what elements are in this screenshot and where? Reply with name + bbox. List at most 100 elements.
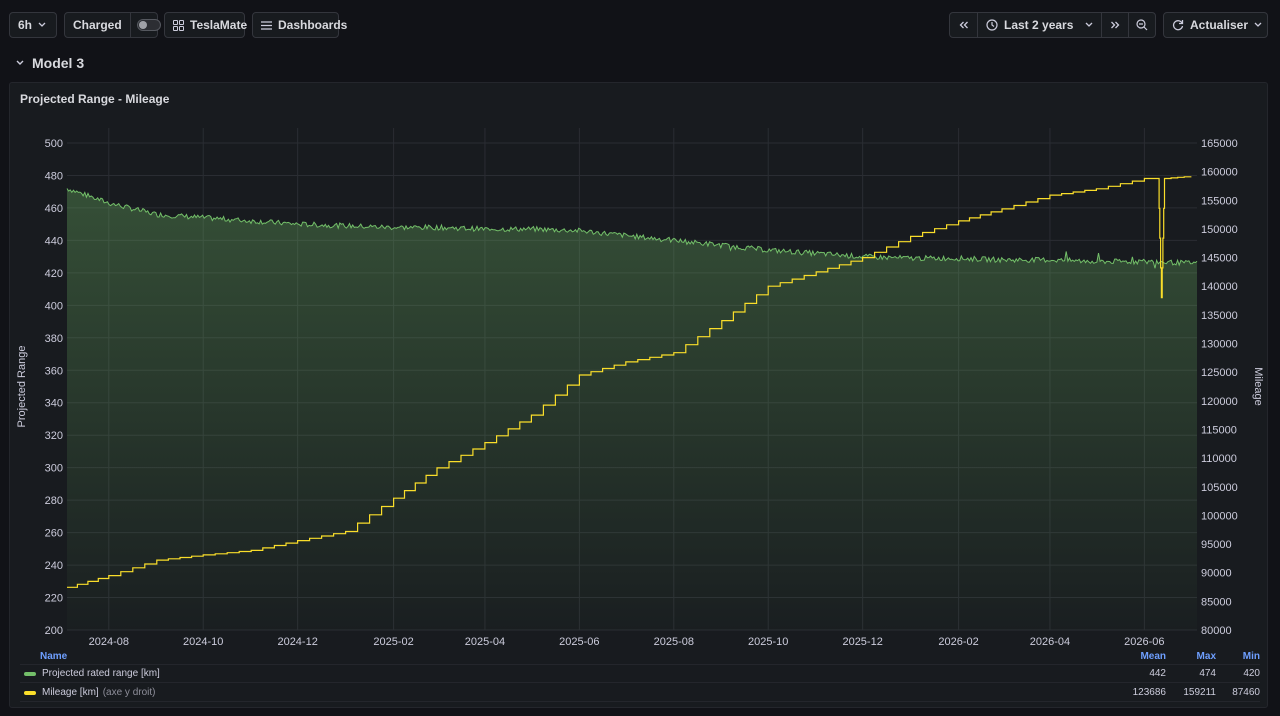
y2-tick-label: 115000 [1201,424,1237,436]
x-tick-label: 2025-12 [842,636,882,648]
y2-tick-label: 85000 [1201,596,1232,608]
teslamate-link-button[interactable]: TeslaMate [164,12,248,38]
shift-forward-button[interactable] [1101,13,1128,37]
menu-icon [261,20,272,30]
zoom-out-button[interactable] [1128,13,1155,37]
x-tick-label: 2026-06 [1124,636,1164,648]
chevron-down-icon [1254,22,1262,27]
charged-label: Charged [73,18,122,32]
y-tick-label: 320 [45,430,63,442]
legend-series-name: Projected rated range [km] [42,668,160,679]
y2-tick-label: 130000 [1201,339,1238,351]
y2-tick-label: 90000 [1201,568,1232,580]
y-tick-label: 200 [45,625,63,637]
x-tick-label: 2025-10 [748,636,788,648]
legend-swatch [24,671,36,676]
time-range-picker[interactable]: Last 2 years [977,13,1101,37]
legend-series-hint: (axe y droit) [102,687,156,698]
legend-max: 474 [1199,668,1216,679]
x-tick-label: 2024-12 [277,636,317,648]
charged-filter: Charged [64,12,161,38]
y-tick-label: 300 [45,463,63,475]
charged-toggle[interactable] [129,13,167,37]
chevron-down-icon [38,22,46,27]
mileage-series-line [67,176,1192,588]
y-tick-label: 280 [45,495,63,507]
double-chevron-left-icon [959,21,968,29]
y-tick-label: 240 [45,560,63,572]
y-tick-label: 220 [45,593,63,605]
x-tick-label: 2024-10 [183,636,223,648]
y-tick-label: 340 [45,398,63,410]
legend-header-max[interactable]: Max [1196,651,1216,662]
time-series-chart[interactable]: 200 220 240 260 280 300 320 340 360 380 400 420 440 4… [10,83,1269,649]
y-tick-label: 360 [45,365,63,377]
y2-tick-label: 155000 [1201,195,1238,207]
panel-title: Projected Range - Mileage [20,92,170,106]
toggle-switch[interactable] [136,19,161,31]
legend-mean: 442 [1149,668,1166,679]
y2-tick-label: 95000 [1201,539,1232,551]
y2-tick-label: 150000 [1201,224,1238,236]
y-axis-title: Projected Range [16,346,28,428]
x-tick-label: 2025-06 [559,636,599,648]
legend-header-mean[interactable]: Mean [1140,651,1166,662]
y2-tick-label: 80000 [1201,625,1232,637]
y-tick-label: 460 [45,203,63,215]
y2-tick-label: 105000 [1201,482,1238,494]
legend-header-name[interactable]: Name [40,651,68,662]
legend-header-min[interactable]: Min [1242,651,1260,662]
dashboards-label: Dashboards [278,18,348,32]
y-tick-label: 440 [45,235,63,247]
y2-tick-label: 140000 [1201,281,1238,293]
time-range-label: Last 2 years [1004,18,1074,32]
refresh-button[interactable]: Actualiser [1163,12,1268,38]
y2-tick-label: 125000 [1201,367,1238,379]
y2-tick-label: 145000 [1201,253,1238,265]
y-tick-label: 400 [45,300,63,312]
y2-tick-label: 160000 [1201,167,1238,179]
x-tick-label: 2025-08 [654,636,694,648]
zoom-out-icon [1136,19,1148,31]
row-header[interactable]: Model 3 [16,54,84,72]
x-tick-label: 2024-08 [89,636,129,648]
legend-max: 159211 [1183,687,1216,698]
y2-tick-label: 110000 [1201,453,1237,465]
y-tick-label: 480 [45,170,63,182]
row-title: Model 3 [32,55,85,71]
y2-tick-label: 100000 [1201,510,1238,522]
double-chevron-right-icon [1111,21,1120,29]
x-tick-label: 2025-04 [465,636,505,648]
y-tick-label: 260 [45,528,63,540]
interval-label: 6h [18,18,33,32]
y2-tick-label: 135000 [1201,310,1238,322]
x-tick-label: 2026-04 [1030,636,1070,648]
y-tick-label: 380 [45,333,63,345]
clock-icon [986,19,998,31]
refresh-label: Actualiser [1190,18,1249,32]
dashboards-button[interactable]: Dashboards [252,12,347,38]
time-range-controls: Last 2 years [949,12,1156,38]
shift-back-button[interactable] [950,13,977,37]
legend-series-name: Mileage [km] [42,687,99,698]
teslamate-label: TeslaMate [190,18,248,32]
x-tick-label: 2026-02 [938,636,978,648]
y2-tick-label: 165000 [1201,138,1238,150]
legend-row-range[interactable]: Projected rated range [km] 442 474 420 [20,665,1260,683]
interval-picker[interactable]: 6h [9,12,57,38]
legend-swatch [24,690,36,695]
legend-min: 420 [1243,668,1260,679]
x-tick-label: 2025-02 [373,636,413,648]
y2-axis-title: Mileage [1252,367,1264,406]
legend-min: 87460 [1232,687,1260,698]
y-tick-label: 420 [45,268,63,280]
toolbar: 6h Charged TeslaMate Dashboards Last 2 y… [0,0,1280,50]
y2-tick-label: 120000 [1201,396,1238,408]
legend-row-mileage[interactable]: Mileage [km] (axe y droit) 123686 159211… [20,684,1260,702]
range-area-fill [67,188,1197,630]
range-series-line [66,188,1198,269]
y-tick-label: 500 [45,138,63,150]
legend-header: Name Mean Max Min [20,649,1260,665]
chevron-down-icon [16,60,24,65]
panel: Projected Range - Mileage 200 220 240 260 28… [9,82,1268,708]
